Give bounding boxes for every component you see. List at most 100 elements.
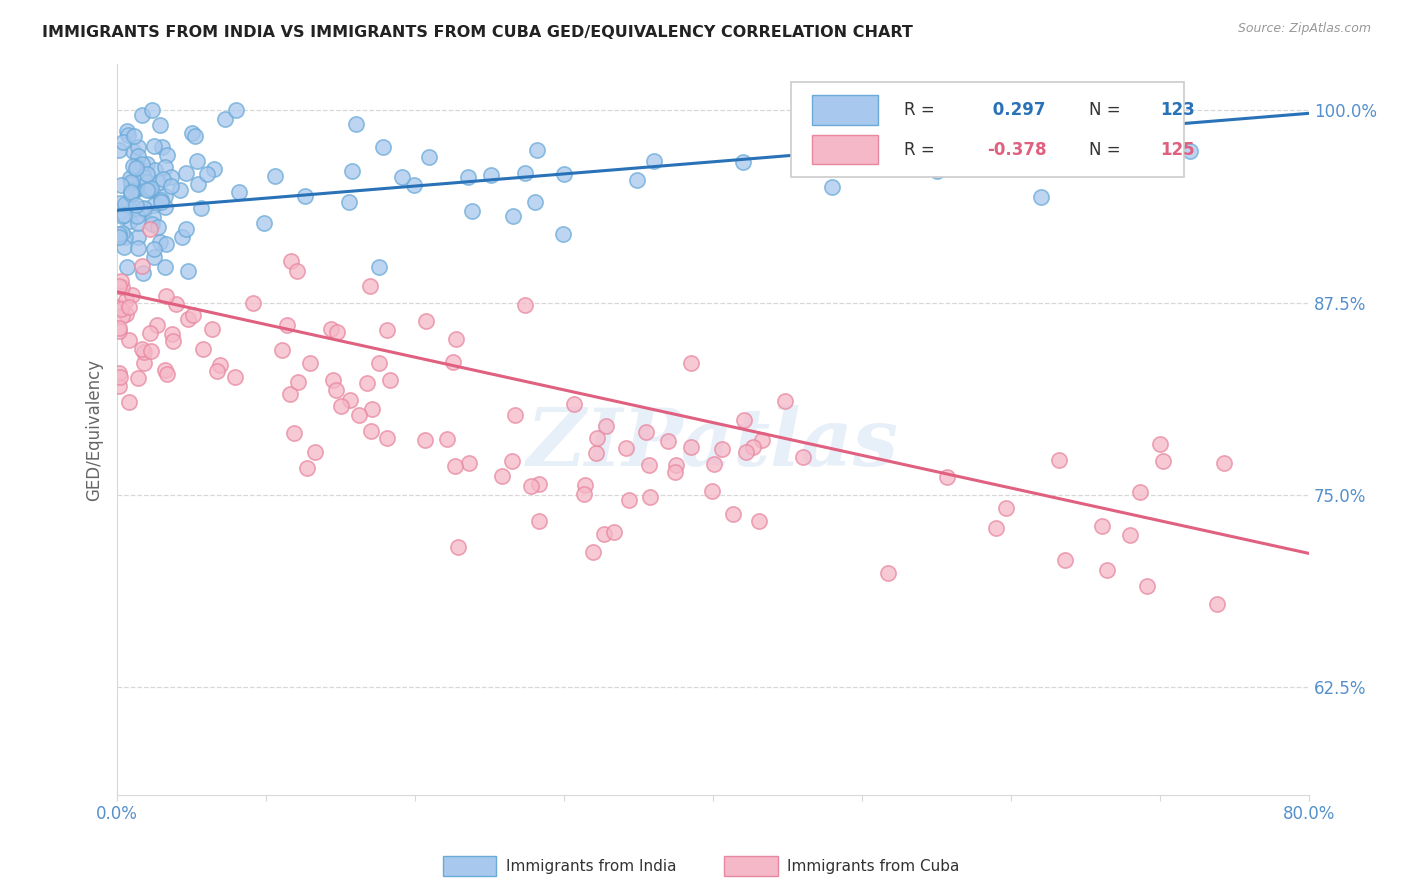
Point (344, 117, 367, 131)
Point (195, 167, 218, 181)
Point (111, 310, 134, 324)
Point (108, 230, 131, 244)
Point (139, 183, 162, 197)
Point (172, 230, 194, 244)
Point (107, 379, 129, 393)
Point (150, 195, 173, 210)
Point (181, 308, 204, 322)
Point (136, 157, 159, 171)
Point (415, 313, 437, 327)
Point (287, 376, 309, 390)
Point (190, 201, 212, 215)
Point (136, 183, 159, 197)
Text: IMMIGRANTS FROM INDIA VS IMMIGRANTS FROM CUBA GED/EQUIVALENCY CORRELATION CHART: IMMIGRANTS FROM INDIA VS IMMIGRANTS FROM… (42, 25, 912, 40)
Point (360, 424, 382, 438)
Point (201, 322, 224, 336)
Point (132, 266, 155, 280)
Point (115, 260, 138, 274)
Point (108, 143, 131, 157)
Point (664, 465, 686, 479)
Point (110, 280, 132, 294)
Point (368, 260, 391, 274)
Point (115, 124, 138, 138)
Point (503, 408, 526, 422)
Point (202, 162, 225, 177)
Point (515, 166, 537, 180)
Point (1029, 190, 1052, 204)
Point (146, 318, 169, 332)
Point (447, 540, 470, 554)
Point (634, 425, 657, 439)
Point (112, 208, 135, 222)
Point (458, 456, 481, 470)
Point (1119, 528, 1142, 542)
Point (125, 181, 148, 195)
Point (148, 219, 170, 234)
Point (367, 356, 389, 370)
Point (110, 196, 132, 211)
Point (297, 460, 319, 475)
Point (529, 477, 551, 491)
Point (502, 209, 524, 223)
Point (378, 373, 401, 387)
Point (443, 459, 465, 474)
Point (107, 279, 129, 293)
Point (124, 161, 146, 175)
Point (114, 197, 136, 211)
Point (515, 297, 537, 311)
Point (436, 432, 458, 446)
Point (153, 260, 176, 274)
Point (283, 425, 305, 440)
Point (174, 222, 197, 236)
Point (141, 103, 163, 118)
Point (169, 183, 191, 197)
Point (107, 367, 129, 381)
Point (127, 159, 149, 173)
Point (121, 144, 143, 158)
Point (143, 250, 166, 264)
Point (118, 394, 141, 409)
Point (118, 333, 141, 347)
Point (208, 358, 231, 372)
Point (125, 198, 148, 212)
Point (734, 445, 756, 459)
Point (115, 307, 138, 321)
Point (149, 235, 172, 249)
Point (553, 167, 575, 181)
Text: ZIPatlas: ZIPatlas (527, 406, 900, 483)
Point (121, 288, 143, 302)
Point (131, 156, 153, 170)
Text: N =: N = (1088, 101, 1125, 120)
Point (1136, 580, 1159, 594)
FancyBboxPatch shape (813, 95, 877, 125)
Point (110, 178, 132, 193)
Point (665, 458, 688, 472)
Point (356, 376, 378, 390)
Point (562, 397, 585, 411)
Text: 0.297: 0.297 (987, 101, 1046, 120)
Point (141, 210, 163, 224)
Point (1178, 144, 1201, 158)
Point (115, 293, 138, 308)
Point (155, 236, 177, 251)
Point (329, 399, 352, 413)
Point (457, 170, 479, 185)
Point (574, 478, 596, 492)
Point (264, 169, 287, 183)
Point (574, 487, 596, 501)
Point (132, 202, 155, 216)
Text: R =: R = (904, 101, 939, 120)
Point (446, 332, 468, 346)
Point (127, 229, 149, 244)
Point (131, 343, 153, 357)
Point (585, 445, 607, 459)
Point (112, 240, 135, 254)
FancyBboxPatch shape (790, 82, 1184, 178)
Point (377, 431, 399, 445)
Point (141, 217, 163, 231)
Point (177, 312, 200, 326)
Point (242, 296, 264, 310)
Point (741, 440, 763, 454)
Point (361, 401, 384, 416)
Point (120, 171, 142, 186)
